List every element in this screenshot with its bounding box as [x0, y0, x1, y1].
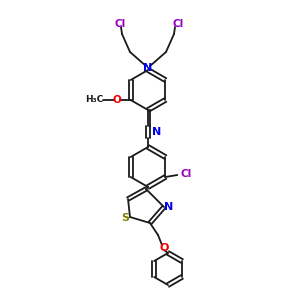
Text: N: N: [164, 202, 174, 212]
Text: Cl: Cl: [114, 19, 126, 29]
Text: O: O: [159, 243, 169, 253]
Text: N: N: [152, 127, 162, 137]
Text: S: S: [121, 213, 129, 223]
Text: O: O: [112, 95, 121, 105]
Text: N: N: [143, 63, 153, 73]
Text: Cl: Cl: [181, 169, 192, 179]
Text: Cl: Cl: [172, 19, 184, 29]
Text: H₃C: H₃C: [85, 94, 104, 103]
